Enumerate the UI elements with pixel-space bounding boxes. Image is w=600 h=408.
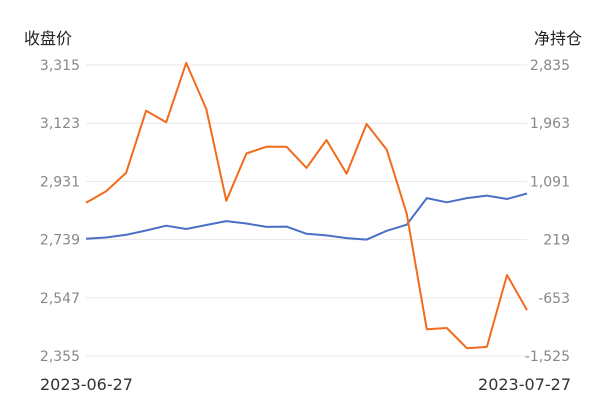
- left-tick-label: 2,355: [40, 349, 80, 365]
- right-tick-label: 2,835: [530, 58, 570, 74]
- left-tick-label: 2,931: [40, 174, 80, 190]
- left-tick-label: 3,123: [40, 116, 80, 132]
- left-axis-title: 收盘价: [24, 29, 72, 48]
- gridlines: [86, 64, 527, 357]
- left-tick-label: 2,739: [40, 233, 80, 249]
- x-axis-start-label: 2023-06-27: [40, 375, 133, 394]
- series-line-right-axis: [85, 61, 528, 350]
- left-tick-label: 3,315: [40, 58, 80, 74]
- right-tick-label: 1,963: [530, 116, 570, 132]
- right-tick-label: -653: [538, 291, 570, 307]
- x-axis-end-label: 2023-07-27: [478, 375, 571, 394]
- right-tick-label: -1,525: [525, 349, 570, 365]
- right-axis-ticks: 2,835 1,963 1,091 219 -653 -1,525: [525, 58, 570, 365]
- right-axis-title: 净持仓: [534, 29, 582, 48]
- right-tick-label: 219: [543, 233, 570, 249]
- series-line-left-axis: [85, 192, 528, 241]
- right-tick-label: 1,091: [530, 174, 570, 190]
- series-lines: [85, 61, 528, 350]
- left-axis-ticks: 3,315 3,123 2,931 2,739 2,547 2,355: [40, 58, 80, 365]
- left-tick-label: 2,547: [40, 291, 80, 307]
